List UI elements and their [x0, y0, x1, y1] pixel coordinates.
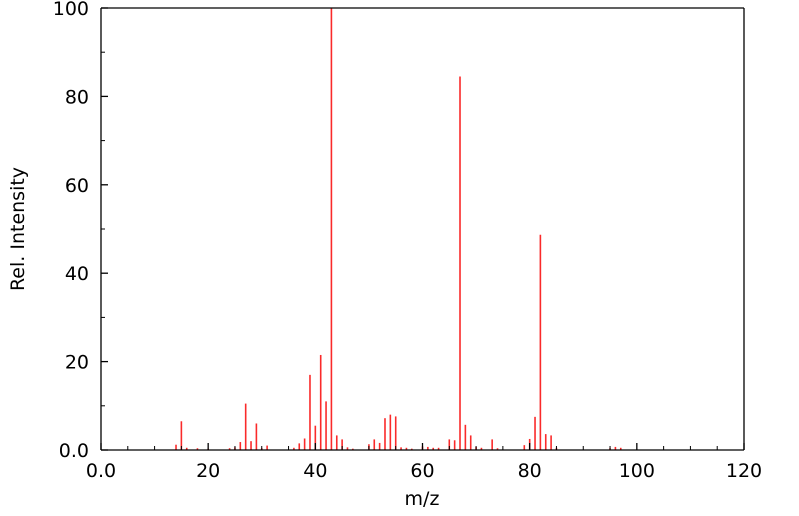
y-tick-label: 80	[65, 86, 89, 108]
x-axis-ticks	[100, 443, 745, 450]
y-tick-label: 0.0	[59, 440, 89, 462]
peak-series	[175, 8, 622, 450]
y-tick-label: 60	[65, 175, 89, 197]
x-tick-label: 60	[410, 460, 434, 482]
y-tick-label: 20	[65, 352, 89, 374]
x-tick-label: 120	[726, 460, 762, 482]
x-tick-label: 20	[196, 460, 220, 482]
x-axis-title: m/z	[405, 488, 440, 510]
x-axis-tick-labels: 0.0 20 40 60 80 100 120	[86, 460, 762, 482]
y-axis-tick-labels: 0.0 20 40 60 80 100	[53, 0, 89, 462]
x-tick-label: 80	[518, 460, 542, 482]
plot-area-background	[101, 8, 744, 450]
x-tick-label: 100	[619, 460, 655, 482]
y-axis-title: Rel. Intensity	[7, 167, 29, 291]
y-tick-label: 40	[65, 263, 89, 285]
y-axis-ticks	[101, 7, 108, 451]
y-tick-label: 100	[53, 0, 89, 20]
x-tick-label: 0.0	[86, 460, 116, 482]
x-tick-label: 40	[303, 460, 327, 482]
